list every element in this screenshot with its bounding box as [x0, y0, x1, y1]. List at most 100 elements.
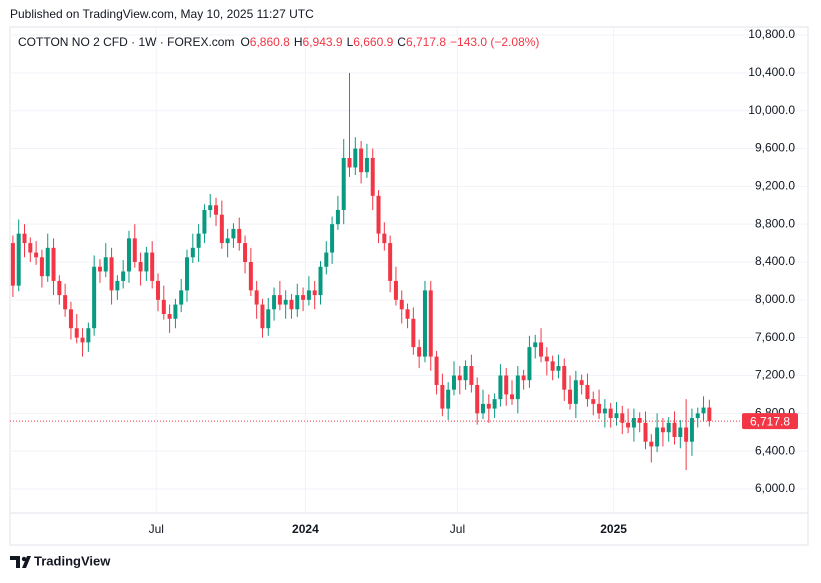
candle-body — [585, 384, 590, 400]
candle-body — [330, 224, 335, 253]
last-price-tag — [742, 413, 798, 430]
candle-body — [695, 413, 700, 419]
candle-body — [92, 266, 97, 329]
candle-body — [109, 257, 114, 291]
candle-body — [689, 418, 694, 442]
candle-body — [591, 399, 596, 404]
candle-body — [614, 413, 619, 419]
candle-body — [335, 209, 340, 225]
candle-body — [701, 407, 706, 414]
brand-logo — [10, 556, 31, 568]
candle-body — [150, 252, 155, 281]
candle-body — [504, 375, 509, 395]
y-tick-label: 8,400.0 — [755, 254, 795, 268]
candle-body — [364, 157, 369, 173]
quote-key: C — [397, 35, 406, 49]
quote-value: 6,717.8 — [406, 35, 446, 49]
candle-body — [469, 366, 474, 385]
last-price-label: 6,717.8 — [750, 414, 790, 428]
candle-body — [544, 356, 549, 362]
candle-body — [138, 262, 143, 272]
candle-body — [347, 157, 352, 168]
candle-body — [631, 418, 636, 428]
candle-body — [341, 157, 346, 210]
candle-body — [573, 380, 578, 404]
candle-body — [97, 266, 102, 272]
quote-value: 6,860.8 — [250, 35, 290, 49]
candle-body — [231, 228, 236, 239]
candle-body — [144, 252, 149, 272]
candle-body — [74, 328, 79, 338]
symbol-title: COTTON NO 2 CFD · 1W · FOREX.com — [18, 35, 234, 49]
candle-body — [539, 342, 544, 357]
candle-body — [86, 328, 91, 343]
candle-body — [597, 403, 602, 414]
candle-body — [568, 389, 573, 404]
candle-body — [440, 384, 445, 409]
candle-body — [475, 384, 480, 414]
candle-body — [655, 427, 660, 447]
published-note: Published on TradingView.com, May 10, 20… — [10, 7, 314, 21]
y-tick-label: 6,000.0 — [755, 481, 795, 495]
quote-key: H — [294, 35, 303, 49]
candle-body — [10, 243, 15, 286]
candle-body — [34, 252, 39, 258]
candle-body — [405, 309, 410, 319]
candle-body — [359, 148, 364, 173]
candle-body — [39, 257, 44, 277]
candle-body — [208, 205, 213, 210]
candle-body — [301, 295, 306, 300]
candle-body — [533, 342, 538, 348]
candle-body — [179, 290, 184, 305]
candle-body — [620, 413, 625, 423]
candle-body — [626, 422, 631, 428]
candle-body — [306, 290, 311, 300]
candle-body — [393, 280, 398, 300]
candle-body — [173, 304, 178, 319]
candle-body — [684, 427, 689, 442]
chart-frame — [9, 26, 809, 546]
candle-body — [45, 247, 50, 277]
x-tick-label: Jul — [450, 522, 465, 536]
candle-body — [103, 257, 108, 272]
candle-body — [556, 366, 561, 371]
candle-body — [388, 243, 393, 281]
candle-body — [237, 228, 242, 244]
candle-body — [295, 295, 300, 310]
candle-body — [463, 366, 468, 381]
candle-body — [63, 295, 68, 310]
candle-body — [434, 356, 439, 385]
candle-body — [254, 290, 259, 305]
candle-body — [480, 403, 485, 414]
y-tick-label: 7,200.0 — [755, 368, 795, 382]
candle-body — [666, 422, 671, 433]
brand-name: TradingView — [34, 553, 111, 568]
candle-body — [277, 295, 282, 305]
candle-body — [28, 243, 33, 253]
candle-body — [196, 233, 201, 248]
candle-body — [649, 441, 654, 447]
candle-body — [51, 247, 56, 281]
candle-body — [126, 238, 131, 272]
candle-body — [214, 205, 219, 215]
candle-body — [22, 233, 27, 244]
candle-body — [283, 299, 288, 305]
candle-body — [411, 318, 416, 348]
candle-body — [417, 347, 422, 357]
candle-body — [16, 233, 21, 286]
candle-body — [68, 309, 73, 329]
grid — [10, 27, 808, 513]
x-tick-label: Jul — [149, 522, 164, 536]
candle-body — [428, 290, 433, 357]
candle-body — [399, 299, 404, 310]
candle-body — [318, 266, 323, 296]
candle-body — [492, 399, 497, 409]
candle-body — [190, 247, 195, 258]
quote-key: O — [240, 35, 249, 49]
candle-body — [219, 214, 224, 244]
candle-body — [324, 252, 329, 267]
overlay: 6,000.06,400.06,800.07,200.07,600.08,000… — [10, 27, 798, 536]
x-tick-label: 2025 — [600, 522, 627, 536]
